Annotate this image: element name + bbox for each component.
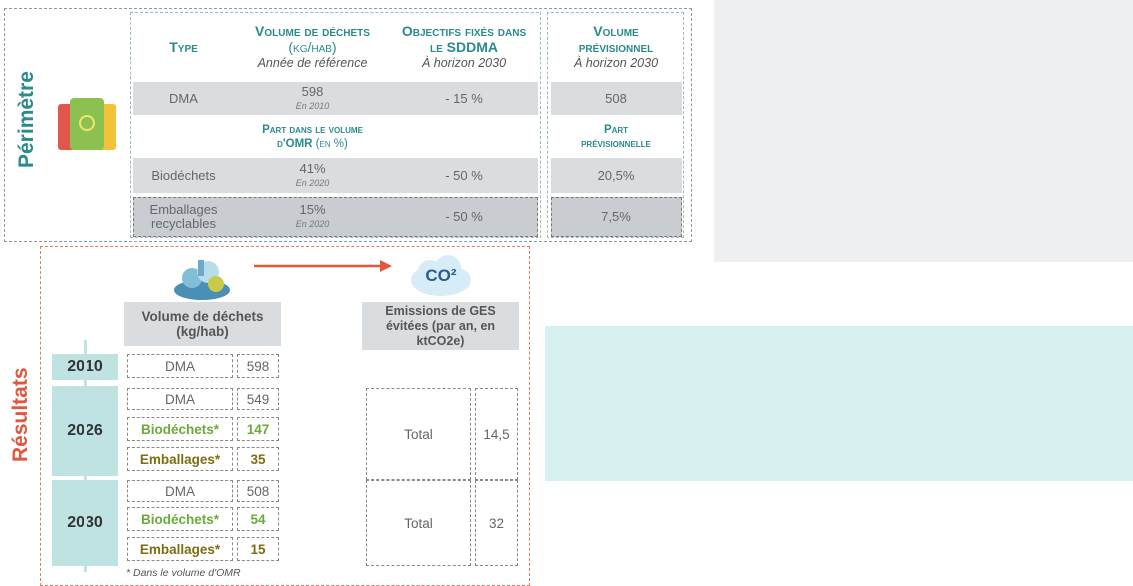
volume-note: En 2020 bbox=[296, 217, 330, 231]
header-title: Volume prévisionnel bbox=[579, 23, 653, 55]
subheader-forecast: Part prévisionnelle bbox=[548, 118, 684, 156]
header-title-line: Objectifs fixés dans le SDDMA bbox=[396, 23, 532, 55]
emissions-header: Emissions de GES évitées (par an, en ktC… bbox=[362, 302, 519, 350]
recycle-icon bbox=[172, 254, 232, 302]
results-label: Résultats bbox=[6, 340, 36, 490]
page: Périmètre Type Volume de déchets (kg/hab)… bbox=[0, 0, 1133, 578]
subheader-share: Part dans le volume d'OMR (en %) bbox=[237, 118, 388, 156]
header-sub: À horizon 2030 bbox=[422, 55, 506, 71]
perimeter-label: Périmètre bbox=[12, 40, 42, 200]
volume-value: 41% bbox=[299, 162, 325, 176]
timeline bbox=[84, 340, 87, 572]
header-title-line: Volume de déchets (kg/hab) bbox=[245, 23, 380, 55]
cell-objective: - 50 % bbox=[388, 197, 540, 237]
volume-note: En 2020 bbox=[296, 176, 330, 190]
cell-volume: 41%En 2020 bbox=[237, 158, 388, 193]
header-title: Type bbox=[169, 39, 198, 55]
volume-note: En 2010 bbox=[296, 99, 330, 113]
cell-objective: - 15 % bbox=[388, 82, 540, 115]
cell-forecast: 20,5% bbox=[548, 158, 684, 193]
cell-volume: 15%En 2020 bbox=[237, 197, 388, 237]
header-title-line: Volume prévisionnel bbox=[556, 23, 676, 55]
waste-header: Volume de déchets (kg/hab) bbox=[124, 302, 281, 346]
table-gap-border bbox=[540, 12, 548, 238]
header-title: Objectifs fixés dans le SDDMA bbox=[402, 23, 526, 55]
perimeter-notes-box bbox=[714, 0, 1133, 262]
cell-objective: - 50 % bbox=[388, 158, 540, 193]
results-notes-box bbox=[545, 326, 1133, 481]
arrow bbox=[252, 258, 394, 274]
header-sub: À horizon 2030 bbox=[574, 55, 658, 71]
subheader-line: Part dans le volume d'OMR (en %) bbox=[249, 123, 376, 151]
header-sub: Année de référence bbox=[258, 55, 368, 71]
cell-forecast: 508 bbox=[548, 82, 684, 115]
volume-value: 598 bbox=[302, 85, 324, 99]
subheader-unit: (en %) bbox=[316, 138, 348, 150]
cell-forecast: 7,5% bbox=[548, 197, 684, 237]
header-unit: (kg/hab) bbox=[288, 39, 336, 55]
cell-type: Biodéchets bbox=[130, 158, 237, 193]
header-title-line: Type bbox=[169, 39, 198, 55]
cell-type: DMA bbox=[130, 82, 237, 115]
volume-value: 15% bbox=[299, 203, 325, 217]
header-title: Volume de déchets bbox=[255, 23, 370, 39]
co2-label: CO² bbox=[408, 258, 474, 294]
table-header: Type bbox=[130, 14, 237, 80]
bin-icon bbox=[58, 98, 116, 150]
cell-type: Emballages recyclables bbox=[130, 197, 237, 237]
table-header: Volume de déchets (kg/hab)Année de référ… bbox=[237, 14, 388, 80]
